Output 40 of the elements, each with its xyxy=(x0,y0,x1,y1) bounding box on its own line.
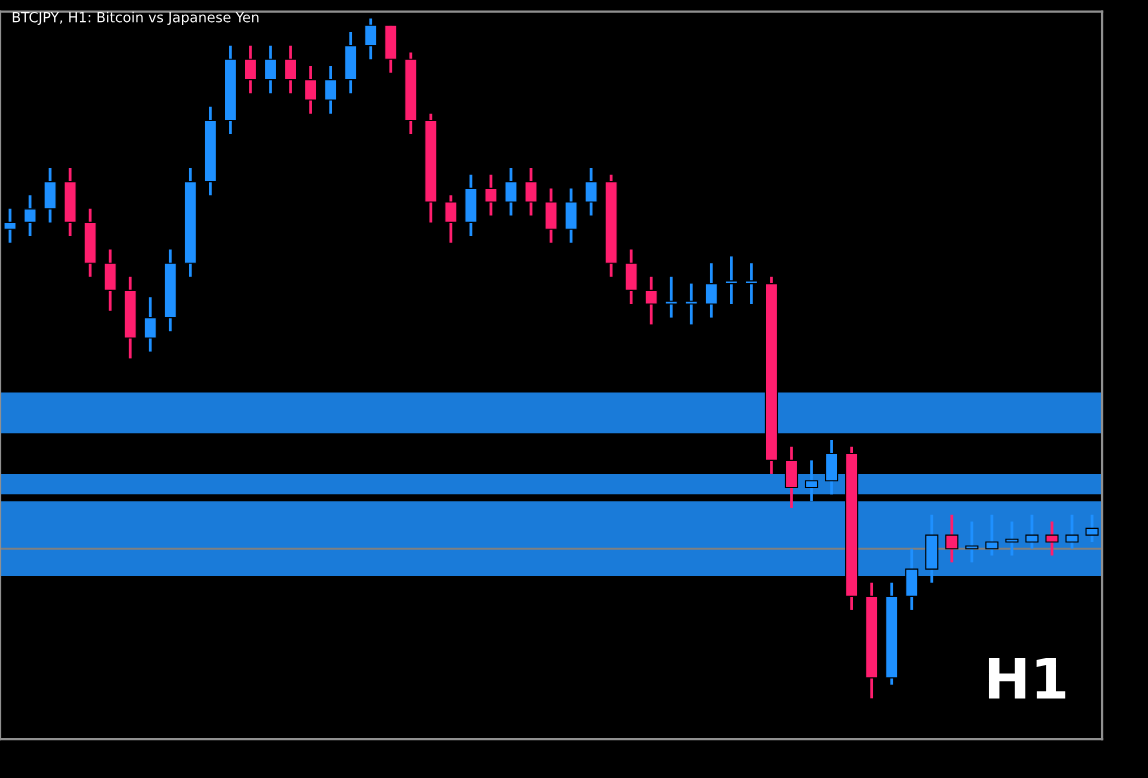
candlestick xyxy=(704,261,718,319)
candlestick xyxy=(945,513,959,564)
candlestick xyxy=(23,193,37,238)
candlestick xyxy=(263,44,278,95)
candlestick xyxy=(63,166,77,238)
candlestick xyxy=(324,64,338,116)
candlestick xyxy=(1065,513,1079,551)
candlestick xyxy=(1045,520,1059,557)
candlestick xyxy=(965,520,979,564)
candlestick xyxy=(1005,520,1019,557)
candlestick xyxy=(384,23,398,75)
candlestick xyxy=(784,445,799,510)
candlestick xyxy=(504,166,518,218)
candlestick xyxy=(544,187,558,245)
candlestick xyxy=(123,275,137,360)
candlestick xyxy=(1025,513,1039,551)
candlestick xyxy=(584,166,598,218)
candlestick xyxy=(243,44,258,95)
candlestick xyxy=(43,166,57,224)
candlestick xyxy=(644,275,658,326)
candlestick xyxy=(985,513,999,557)
candlestick xyxy=(744,261,758,306)
candlestick xyxy=(83,207,97,279)
candlestick xyxy=(143,295,157,353)
candlestick xyxy=(624,248,638,306)
candlestick xyxy=(344,30,358,95)
candlestick xyxy=(304,64,318,116)
annotation: H1 xyxy=(988,657,1066,699)
candlestick xyxy=(444,193,458,245)
candlestick xyxy=(283,44,298,95)
candlestick xyxy=(103,248,117,313)
candlestick xyxy=(524,166,538,218)
candlestick xyxy=(684,282,698,326)
candlestick xyxy=(484,173,498,218)
candlestick xyxy=(664,275,678,319)
candlestick xyxy=(724,255,738,306)
candlestick xyxy=(564,187,578,245)
candlestick xyxy=(464,173,478,238)
candlestick xyxy=(3,207,17,245)
candlestick xyxy=(364,17,378,61)
